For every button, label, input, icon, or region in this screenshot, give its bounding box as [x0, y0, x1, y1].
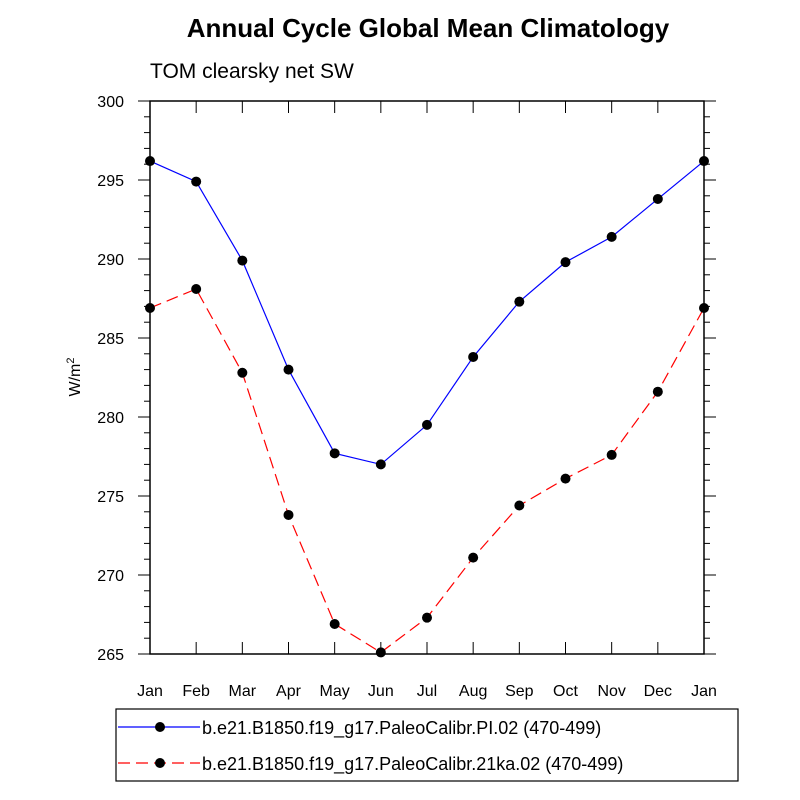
- x-tick-label: Nov: [597, 683, 625, 700]
- series-1-point: [699, 156, 709, 167]
- x-tick-label: Jun: [368, 683, 394, 700]
- series-1-point: [422, 419, 432, 430]
- legend-marker-1: [155, 722, 165, 732]
- y-tick-label: 290: [97, 252, 124, 269]
- series-1-point: [560, 257, 571, 268]
- y-tick-label: 280: [97, 410, 124, 427]
- plot-area: 265 270 275 280 285 290 295 300 Jan Feb Mar Apr May J…: [97, 94, 717, 700]
- y-axis-label-superscript: 2: [65, 358, 77, 364]
- x-tick-label: Mar: [229, 683, 257, 700]
- x-tick-label: Jul: [417, 683, 437, 700]
- series-line-1: [149, 160, 705, 466]
- legend-marker-2: [155, 758, 165, 768]
- y-tick-label: 275: [97, 489, 124, 506]
- series-1-point: [375, 459, 386, 470]
- legend: b.e21.B1850.f19_g17.PaleoCalibr.PI.02 (4…: [115, 708, 739, 782]
- series-2-point: [237, 367, 248, 378]
- chart-subtitle: TOM clearsky net SW: [150, 60, 354, 83]
- series-1-point: [468, 351, 479, 362]
- series-1-point: [606, 231, 617, 242]
- series-1-point: [145, 156, 155, 167]
- y-tick-label: 295: [97, 173, 124, 190]
- x-tick-label: Dec: [644, 683, 672, 700]
- series-2-point: [560, 473, 571, 484]
- x-tick-label: Oct: [553, 683, 578, 700]
- series-2-point: [699, 302, 709, 313]
- series-1-point: [283, 364, 294, 375]
- series-2-point: [145, 302, 155, 313]
- y-tick-label: 285: [97, 331, 124, 348]
- series-1-point: [191, 176, 202, 187]
- x-tick-label: Jan: [691, 683, 717, 700]
- series-2-point: [422, 612, 432, 623]
- series-2-point: [283, 509, 294, 520]
- x-tick-label: May: [320, 683, 350, 700]
- x-tick-label: Jan: [137, 683, 163, 700]
- series-1-point: [237, 255, 248, 266]
- legend-label-1: b.e21.B1850.f19_g17.PaleoCalibr.PI.02 (4…: [202, 718, 601, 739]
- series-line-2: [149, 288, 705, 654]
- legend-box: [115, 708, 739, 782]
- series-1-point: [329, 448, 340, 459]
- series-2-point: [329, 618, 340, 629]
- legend-label-2: b.e21.B1850.f19_g17.PaleoCalibr.21ka.02 …: [202, 754, 623, 775]
- series-2-point: [468, 552, 479, 563]
- y-axis-label-base: W/m: [67, 364, 84, 397]
- series-2-point: [606, 449, 617, 460]
- series-1-point: [652, 193, 663, 204]
- x-tick-label: Feb: [182, 683, 210, 700]
- y-tick-label: 270: [97, 568, 124, 585]
- series-2-point: [375, 647, 386, 658]
- series-2-point: [514, 500, 525, 511]
- chart-title: Annual Cycle Global Mean Climatology: [187, 13, 670, 43]
- plot-frame: [149, 100, 705, 655]
- x-tick-label: Apr: [276, 683, 302, 700]
- y-tick-label: 300: [97, 94, 124, 111]
- y-tick-label: 265: [97, 647, 124, 664]
- series-1-point: [514, 296, 525, 307]
- y-axis-label: W/m2: [65, 358, 84, 397]
- x-tick-label: Sep: [505, 683, 534, 700]
- series-2-point: [652, 386, 663, 397]
- x-tick-label: Aug: [459, 683, 487, 700]
- series-2-point: [191, 284, 202, 295]
